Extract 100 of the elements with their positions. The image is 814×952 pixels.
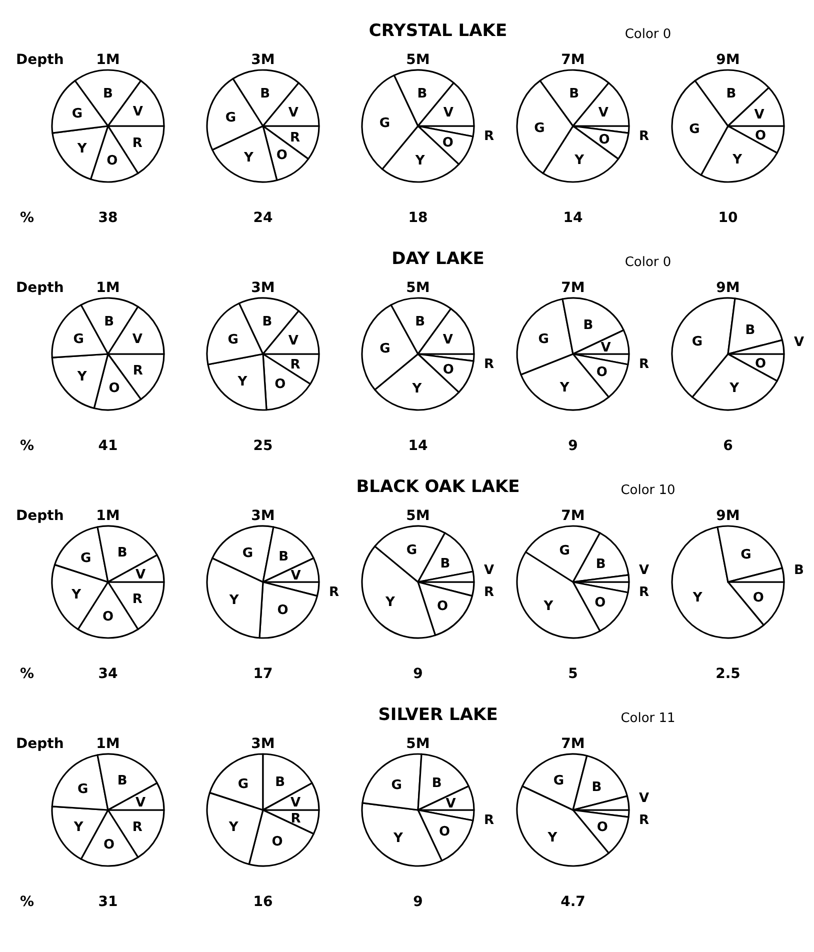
text: 10 xyxy=(718,210,738,226)
slice-label: V xyxy=(598,106,608,121)
text: BLACK OAK LAKE xyxy=(356,477,520,497)
slice-label: R xyxy=(290,130,300,146)
slice-label: B xyxy=(278,549,289,564)
slice-label: O xyxy=(755,356,766,372)
text: 9 xyxy=(413,894,423,910)
slice-label: G xyxy=(77,782,88,797)
slice-label: O xyxy=(755,128,766,144)
slice-label: G xyxy=(238,776,249,792)
chart-title: 1M xyxy=(96,736,120,752)
chart-title: 3M xyxy=(251,508,275,524)
slice-label: G xyxy=(379,116,390,131)
slice-label: Y xyxy=(732,152,743,168)
slice-label: R xyxy=(639,357,650,372)
slice-label: R xyxy=(484,129,494,144)
slice-label: G xyxy=(380,342,390,357)
text: % xyxy=(20,666,34,682)
text: CRYSTAL LAKE xyxy=(368,21,508,41)
slice-label: G xyxy=(553,774,564,789)
slice-label: V xyxy=(136,568,146,583)
slice-label: O xyxy=(104,838,115,853)
text: Depth xyxy=(16,280,64,296)
slice-label: V xyxy=(794,335,804,350)
slice-label: B xyxy=(103,86,113,102)
text: 24 xyxy=(253,210,273,226)
slice-label: O xyxy=(598,132,610,148)
slice-label: B xyxy=(440,556,450,572)
slice-label: O xyxy=(752,590,764,606)
slice-label: Y xyxy=(411,382,422,397)
slice-label: Y xyxy=(70,587,82,602)
slice-label: O xyxy=(439,824,450,840)
chart-title: 7M xyxy=(561,52,585,68)
slice-label: G xyxy=(538,332,549,347)
text: 38 xyxy=(98,210,118,226)
slice-label: G xyxy=(689,122,700,138)
text: 17 xyxy=(253,666,273,682)
text: Depth xyxy=(16,736,64,752)
slice-label: B xyxy=(262,314,272,330)
chart-title: 3M xyxy=(251,736,275,752)
text: SILVER LAKE xyxy=(378,705,498,725)
slice-label: B xyxy=(592,780,602,796)
slice-label: R xyxy=(132,363,143,378)
slice-label: O xyxy=(106,153,118,168)
slice-label: B xyxy=(275,775,286,790)
slice-label: Y xyxy=(574,153,585,168)
text: 34 xyxy=(98,666,118,682)
slice-label: Y xyxy=(558,380,570,396)
chart-title: 7M xyxy=(561,508,585,524)
slice-label: G xyxy=(740,548,752,563)
chart-title: 1M xyxy=(96,280,120,296)
text: DAY LAKE xyxy=(392,249,484,269)
slice-label: V xyxy=(639,791,650,806)
slice-label: V xyxy=(442,332,453,348)
text: 16 xyxy=(253,894,273,910)
slice-label: R xyxy=(290,811,301,826)
slice-label: Y xyxy=(236,374,248,390)
slice-label: B xyxy=(415,314,426,330)
slice-label: V xyxy=(290,568,301,584)
slice-label: Y xyxy=(392,831,404,846)
slice-label: B xyxy=(260,86,270,102)
slice-label: V xyxy=(136,796,146,811)
slice-label: Y xyxy=(76,369,88,384)
slice-label: G xyxy=(406,542,418,558)
slice-label: O xyxy=(596,365,608,380)
slice-label: Y xyxy=(542,599,554,614)
slice-label: V xyxy=(288,334,298,349)
slice-label: R xyxy=(484,813,494,828)
slice-label: R xyxy=(639,813,650,828)
chart-title: 7M xyxy=(561,736,585,752)
slice-label: G xyxy=(80,550,92,566)
chart-title: 9M xyxy=(716,52,740,68)
chart-title: 5M xyxy=(406,736,430,752)
slice-label: G xyxy=(559,543,570,558)
text: Color 0 xyxy=(624,255,672,270)
text: 14 xyxy=(408,438,428,454)
slice-label: Y xyxy=(414,154,426,169)
chart-title: 1M xyxy=(96,508,120,524)
slice-label: O xyxy=(108,381,120,396)
slice-label: G xyxy=(391,778,402,794)
slice-label: Y xyxy=(728,381,740,396)
slice-label: G xyxy=(228,332,238,348)
slice-label: B xyxy=(583,318,594,334)
text: 5 xyxy=(568,666,578,682)
slice-label: O xyxy=(442,362,454,378)
slice-label: O xyxy=(272,834,283,850)
slice-label: O xyxy=(274,376,286,392)
slice-label: R xyxy=(290,357,300,372)
slice-label: O xyxy=(596,820,608,836)
text: Color 11 xyxy=(620,711,676,726)
slice-label: V xyxy=(484,563,494,578)
slice-label: V xyxy=(754,108,764,123)
chart-title: 5M xyxy=(406,508,430,524)
slice-label: Y xyxy=(228,593,240,608)
slice-label: G xyxy=(73,332,84,347)
slice-label: V xyxy=(443,106,454,121)
slice-label: B xyxy=(117,546,128,561)
slice-label: Y xyxy=(242,150,254,166)
text: 9 xyxy=(413,666,423,682)
text: 41 xyxy=(98,438,118,454)
